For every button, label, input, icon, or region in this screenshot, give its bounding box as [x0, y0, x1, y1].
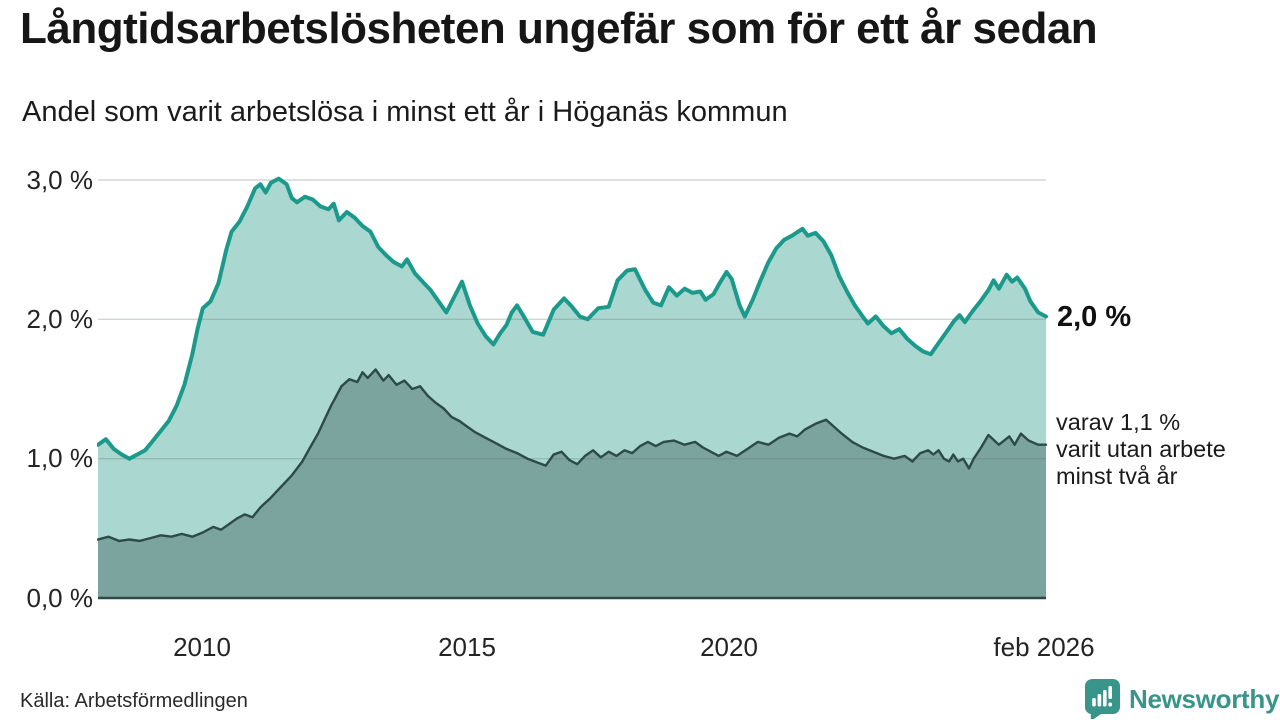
- y-tick-label-3: 3,0 %: [26, 165, 94, 195]
- page-title: Långtidsarbetslösheten ungefär som för e…: [20, 4, 1098, 53]
- page-subtitle: Andel som varit arbetslösa i minst ett å…: [22, 96, 788, 128]
- x-tick-label-2010: 2010: [173, 632, 231, 662]
- area-chart: [97, 176, 1048, 600]
- newsworthy-logo: Newsworthy: [1085, 679, 1279, 719]
- x-tick-label-feb-2026: feb 2026: [993, 632, 1095, 662]
- annotation-two-year-note: varav 1,1 % varit utan arbete minst två …: [1056, 409, 1226, 489]
- y-tick-label-1: 1,0 %: [26, 443, 94, 473]
- y-tick-label-2: 2,0 %: [26, 304, 94, 334]
- newsworthy-logo-text: Newsworthy: [1129, 683, 1280, 714]
- annotation-latest-total: 2,0 %: [1057, 301, 1132, 333]
- newsworthy-logo-icon: [1085, 679, 1120, 719]
- source-note: Källa: Arbetsförmedlingen: [20, 690, 248, 712]
- x-tick-label-2015: 2015: [438, 632, 496, 662]
- x-tick-label-2020: 2020: [700, 632, 758, 662]
- y-tick-label-0: 0,0 %: [26, 583, 94, 613]
